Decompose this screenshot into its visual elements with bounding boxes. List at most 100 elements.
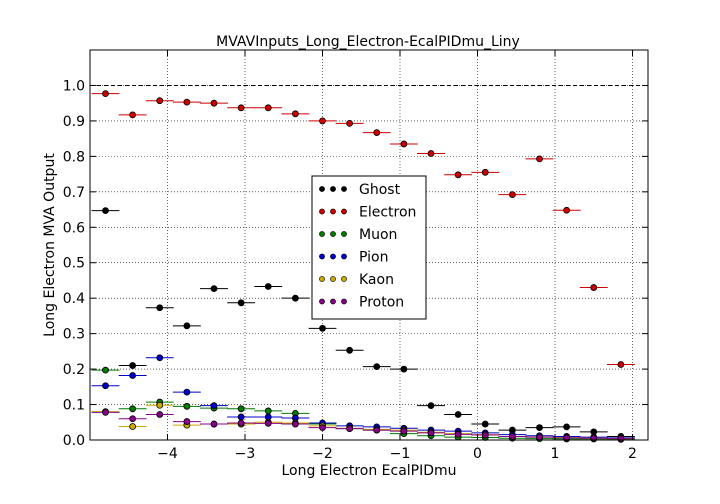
legend-marker	[341, 298, 347, 305]
y-tick-label: 0.4	[63, 291, 85, 307]
legend-box	[311, 175, 427, 320]
data-point	[427, 429, 435, 437]
series-electron	[91, 90, 635, 368]
data-point	[291, 420, 299, 428]
data-point	[129, 405, 137, 413]
legend-marker	[341, 253, 347, 260]
data-point	[237, 405, 245, 413]
data-point	[319, 424, 326, 431]
data-point	[427, 402, 435, 410]
data-point	[210, 420, 218, 428]
data-point	[210, 99, 218, 107]
legend-marker	[319, 276, 325, 282]
legend-label: Kaon	[359, 272, 394, 288]
data-point	[156, 411, 164, 418]
data-point	[264, 419, 272, 427]
x-tick-label: 2	[628, 446, 637, 462]
legend-marker	[341, 231, 347, 237]
y-tick-label: 1.0	[63, 78, 85, 94]
legend-label: Pion	[359, 250, 388, 266]
data-point	[536, 433, 543, 441]
legend-marker	[319, 231, 325, 237]
data-point	[291, 294, 299, 302]
data-point	[373, 363, 381, 371]
y-tick-label: 0.0	[63, 433, 85, 449]
x-axis-title: Long Electron EcalPIDmu	[281, 463, 456, 479]
data-point	[102, 382, 109, 390]
data-point	[536, 424, 543, 431]
data-point	[454, 430, 462, 438]
data-point	[319, 324, 326, 332]
data-point	[129, 362, 137, 369]
data-point	[156, 401, 164, 409]
y-tick-label: 0.5	[63, 256, 85, 272]
data-point	[427, 150, 435, 157]
data-point	[454, 171, 462, 179]
data-point	[617, 361, 625, 368]
data-point	[454, 411, 462, 418]
x-tick-label: −3	[235, 446, 256, 462]
data-point	[346, 346, 354, 354]
data-point	[400, 427, 408, 435]
y-axis-title: Long Electron MVA Output	[42, 153, 58, 337]
y-tick-label: 0.1	[63, 398, 85, 414]
legend-marker	[330, 231, 336, 237]
data-point	[183, 98, 191, 106]
y-tick-label: 0.7	[63, 185, 85, 201]
data-point	[481, 431, 489, 439]
data-point	[102, 90, 109, 98]
data-point	[373, 129, 381, 137]
data-point	[237, 413, 245, 421]
data-point	[102, 207, 109, 215]
y-tick-label: 0.6	[63, 220, 85, 236]
data-point	[237, 419, 245, 427]
y-tick-label: 0.9	[63, 114, 85, 130]
plot-border	[89, 49, 649, 441]
series-ghost	[91, 207, 635, 440]
data-point	[346, 119, 354, 127]
y-tick-label: 0.2	[63, 362, 85, 378]
data-point	[156, 354, 164, 362]
data-point	[210, 402, 218, 410]
data-point	[183, 402, 191, 410]
data-point	[129, 415, 137, 423]
legend-marker	[341, 208, 347, 215]
data-point	[102, 408, 109, 416]
legend-marker	[319, 208, 325, 215]
series-proton	[91, 408, 635, 442]
y-tick-label: 0.3	[63, 327, 85, 343]
data-point	[156, 304, 164, 312]
x-tick-label: −4	[157, 446, 178, 462]
legend-marker	[330, 253, 336, 260]
legend-marker	[319, 253, 325, 260]
data-point	[183, 418, 191, 425]
data-point	[156, 97, 164, 105]
data-point	[617, 435, 625, 442]
data-point	[481, 420, 489, 428]
data-point	[319, 117, 326, 125]
legend-marker	[330, 186, 336, 192]
data-point	[237, 104, 245, 112]
data-point	[210, 285, 218, 293]
data-point	[563, 206, 571, 214]
chart-title: MVAVInputs_Long_Electron-EcalPIDmu_Liny	[216, 34, 520, 50]
legend-marker	[319, 298, 325, 305]
data-point	[183, 322, 191, 330]
data-point	[237, 299, 245, 307]
data-point	[346, 425, 354, 433]
legend-label: Ghost	[359, 182, 401, 198]
data-point	[183, 388, 191, 396]
data-point	[400, 365, 408, 373]
legend-label: Muon	[359, 227, 397, 243]
data-point	[264, 104, 272, 112]
legend-label: Proton	[359, 295, 404, 311]
x-tick-label: −2	[312, 446, 333, 462]
x-tick-label: 1	[551, 446, 560, 462]
data-point	[508, 191, 516, 199]
data-point	[291, 110, 299, 118]
axis-ticks: −4 −3 −2 −1 0 1 2 0.0 0.1 0.2 0.3 0.4 0.5 0.6 0.7 0.8 0.…	[63, 50, 648, 462]
data-point	[102, 366, 109, 374]
data-point	[264, 407, 272, 415]
